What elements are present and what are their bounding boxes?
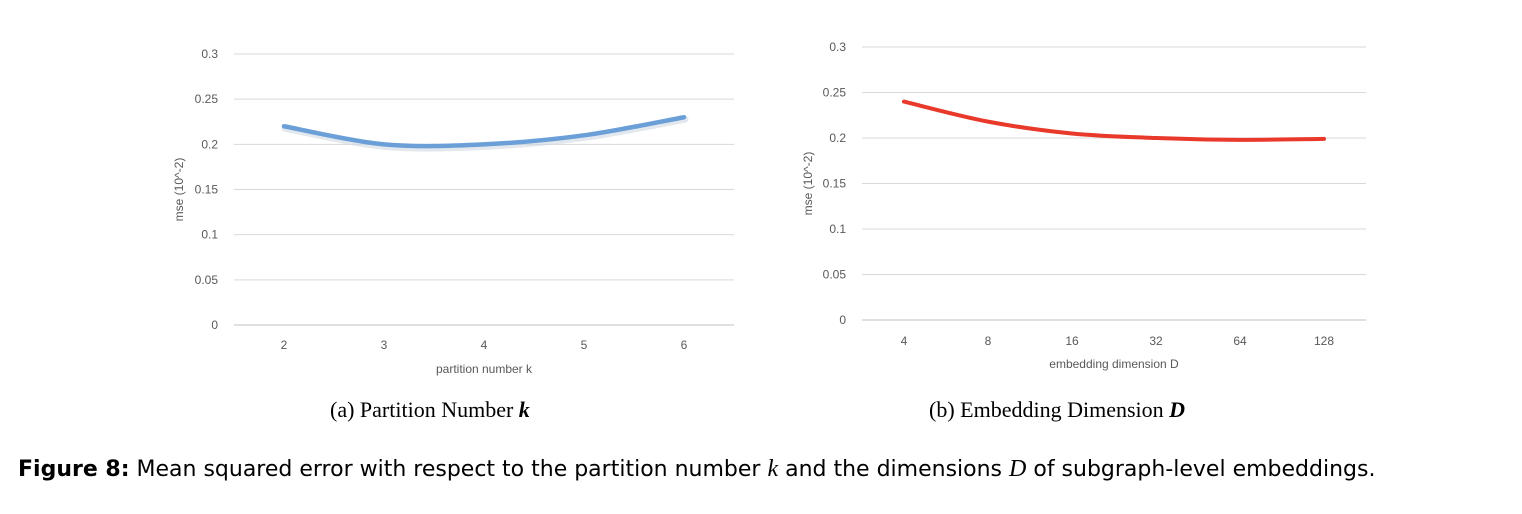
caption-text-2: and the dimensions xyxy=(778,457,1010,482)
y-axis-label: mse (10^-2) xyxy=(801,152,815,216)
y-tick-label: 0.1 xyxy=(201,228,218,242)
y-axis-label: mse (10^-2) xyxy=(172,158,186,222)
y-tick-label: 0.3 xyxy=(201,47,218,61)
subcaption-b-var: D xyxy=(1169,397,1186,422)
figure-charts: 0 0.05 0.1 0.15 0.2 0.25 0.3 2 3 4 5 6 partition num… xyxy=(172,40,1366,376)
figure-caption: Figure 8: Mean squared error with respec… xyxy=(18,456,1518,483)
chart-1: 0 0.05 0.1 0.15 0.2 0.25 0.3 2 3 4 5 6 partition num… xyxy=(172,47,734,376)
caption-text-1: Mean squared error with respect to the p… xyxy=(129,457,768,482)
y-tick-label: 0.05 xyxy=(823,268,847,282)
x-tick-label: 6 xyxy=(681,338,688,352)
subcaption-b-prefix: (b) Embedding Dimension xyxy=(929,397,1164,422)
x-axis-label: partition number k xyxy=(436,362,533,376)
x-tick-label: 4 xyxy=(481,338,488,352)
y-tick-label: 0.25 xyxy=(823,86,847,100)
subcaption-a: (a) Partition Number k xyxy=(330,397,530,423)
x-tick-label: 8 xyxy=(985,334,992,348)
y-tick-label: 0 xyxy=(839,313,846,327)
caption-label: Figure 8: xyxy=(18,457,130,482)
y-tick-label: 0.3 xyxy=(829,40,846,54)
y-tick-label: 0.25 xyxy=(195,92,219,106)
caption-var-d: D xyxy=(1009,456,1027,482)
series-line xyxy=(281,114,687,149)
subcaption-b: (b) Embedding Dimension D xyxy=(929,397,1185,423)
x-tick-label: 128 xyxy=(1314,334,1334,348)
x-tick-label: 2 xyxy=(281,338,288,352)
x-axis-label: embedding dimension D xyxy=(1049,357,1179,371)
subcaption-a-prefix: (a) Partition Number xyxy=(330,397,514,422)
y-tick-label: 0.15 xyxy=(195,183,219,197)
y-tick-label: 0.2 xyxy=(829,131,846,145)
y-tick-label: 0 xyxy=(211,318,218,332)
x-tick-label: 32 xyxy=(1149,334,1163,348)
y-tick-label: 0.15 xyxy=(823,177,847,191)
series-line xyxy=(902,99,1326,142)
x-tick-label: 16 xyxy=(1065,334,1079,348)
subcaption-a-var: k xyxy=(518,397,530,422)
y-tick-label: 0.1 xyxy=(829,222,846,236)
x-tick-label: 5 xyxy=(581,338,588,352)
x-tick-label: 3 xyxy=(381,338,388,352)
caption-text-3: of subgraph-level embeddings. xyxy=(1026,457,1376,482)
y-tick-label: 0.2 xyxy=(201,137,218,151)
caption-var-k: k xyxy=(767,456,779,482)
chart-2: 0 0.05 0.1 0.15 0.2 0.25 0.3 4 8 16 32 64 128 embeddi… xyxy=(801,40,1366,371)
x-tick-label: 64 xyxy=(1233,334,1247,348)
y-tick-label: 0.05 xyxy=(195,273,219,287)
x-tick-label: 4 xyxy=(901,334,908,348)
